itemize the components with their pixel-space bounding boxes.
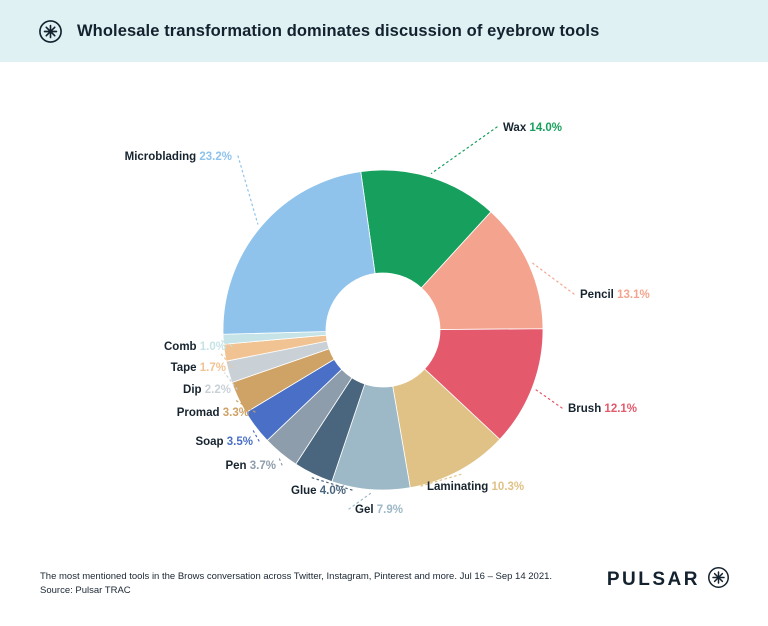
leader-line-pen: [277, 455, 283, 466]
caption-line-2: Source: Pulsar TRAC: [40, 585, 131, 596]
leader-line-tape: [220, 352, 233, 368]
leader-line-laminating: [420, 473, 462, 487]
chart-area: Wax 14.0% Pencil 13.1% Brush 12.1% Laminati…: [0, 62, 768, 532]
leader-line-soap: [252, 428, 260, 442]
slice-label-microblading: Microblading 23.2%: [125, 151, 232, 163]
pie-slice-brush[interactable]: [424, 328, 544, 440]
slice-label-soap: Soap 3.5%: [195, 436, 253, 448]
brand-lockup: PULSAR: [607, 566, 730, 594]
slice-label-brush: Brush 12.1%: [568, 403, 637, 415]
leader-line-gel: [348, 492, 371, 510]
pie-slice-microblading[interactable]: [222, 171, 376, 335]
leader-line-wax: [430, 126, 498, 174]
pulsar-brand-icon: [707, 566, 730, 594]
slice-label-pen: Pen 3.7%: [225, 460, 276, 472]
leader-line-dip: [224, 372, 238, 390]
slice-label-laminating: Laminating 10.3%: [427, 481, 524, 493]
slice-label-gel: Gel 7.9%: [355, 504, 403, 516]
chart-caption: The most mentioned tools in the Brows co…: [40, 570, 552, 598]
pie-slice-wax[interactable]: [360, 169, 492, 289]
pulsar-logo-icon: [38, 19, 63, 44]
slice-label-dip: Dip 2.2%: [183, 384, 231, 396]
leader-line-comb: [218, 338, 233, 347]
leader-line-microblading: [237, 155, 259, 225]
slice-label-glue: Glue 4.0%: [291, 485, 346, 497]
slice-label-tape: Tape 1.7%: [171, 362, 226, 374]
slice-label-comb: Comb 1.0%: [164, 341, 226, 353]
leader-line-pencil: [532, 262, 575, 295]
slice-label-promad: Promad 3.3%: [177, 407, 249, 419]
leader-line-brush: [535, 389, 563, 409]
slice-label-wax: Wax 14.0%: [503, 122, 562, 134]
pie-slice-pencil[interactable]: [420, 211, 544, 330]
leader-line-promad: [233, 398, 256, 413]
leader-line-glue: [310, 477, 353, 491]
donut-chart: Wax 14.0% Pencil 13.1% Brush 12.1% Laminati…: [125, 122, 650, 516]
header: Wholesale transformation dominates discu…: [0, 0, 768, 62]
slice-label-pencil: Pencil 13.1%: [580, 289, 650, 301]
brand-wordmark: PULSAR: [606, 569, 700, 590]
caption-line-1: The most mentioned tools in the Brows co…: [40, 571, 553, 582]
page-title: Wholesale transformation dominates discu…: [77, 21, 600, 40]
